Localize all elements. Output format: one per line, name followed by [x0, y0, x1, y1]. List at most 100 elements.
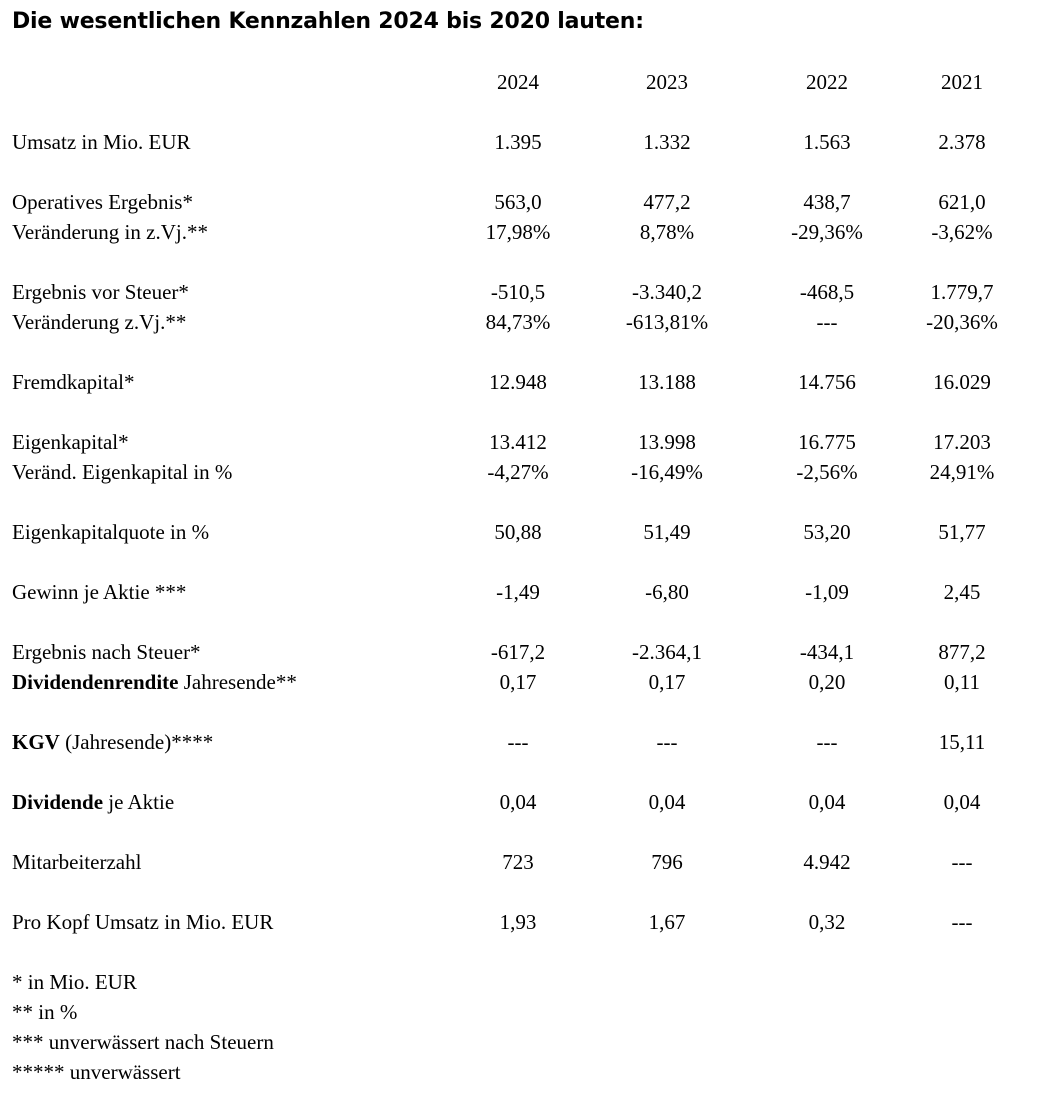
table-cell: -510,5: [490, 280, 546, 304]
table-cell: -3.340,2: [632, 280, 702, 304]
table-cell: -3,62%: [931, 220, 993, 244]
table-cell: 0,04: [499, 790, 537, 814]
row-label-bold: Dividende: [12, 790, 104, 814]
table-row: Ergebnis nach Steuer* -617,2 -2.364,1 -434,…: [0, 637, 1039, 667]
table-cell: 1.563: [803, 130, 851, 154]
table-cell: 17,98%: [485, 220, 551, 244]
table-cell: 51,49: [643, 520, 691, 544]
row-label-bold: Dividendenrendite: [12, 670, 179, 694]
row-label: Dividendenrendite Jahresende**: [12, 667, 297, 697]
table-cell: -2,56%: [796, 460, 858, 484]
table-cell: 2.378: [938, 130, 986, 154]
table-cell: 563,0: [494, 190, 542, 214]
row-label-text: (Jahresende)****: [59, 730, 214, 754]
footnotes: * in Mio. EUR ** in % *** unverwässert nac…: [12, 967, 274, 1087]
table-row: Dividende je Aktie 0,04 0,04 0,04 0,04: [0, 787, 1039, 817]
table-cell: 8,78%: [639, 220, 695, 244]
table-cell: -1,49: [496, 580, 540, 604]
year-header: 2022: [806, 70, 848, 94]
table-cell: 0,17: [648, 670, 686, 694]
row-label: Eigenkapital*: [12, 427, 129, 457]
table-row: Gewinn je Aktie *** -1,49 -6,80 -1,09 2,45: [0, 577, 1039, 607]
table-cell: 15,11: [938, 730, 986, 754]
table-cell: 13.412: [489, 430, 547, 454]
table-cell: -16,49%: [631, 460, 703, 484]
table-cell: -2.364,1: [632, 640, 702, 664]
row-label: Operatives Ergebnis*: [12, 187, 193, 217]
row-label-text: Veränderung z.Vj.**: [12, 310, 187, 334]
table-row: Mitarbeiterzahl 723 796 4.942 ---: [0, 847, 1039, 877]
table-cell: 84,73%: [485, 310, 551, 334]
year-header: 2021: [941, 70, 983, 94]
table-cell: 50,88: [494, 520, 542, 544]
table-cell: 0,11: [944, 670, 980, 694]
table-cell: ---: [951, 850, 973, 874]
row-label-text: Ergebnis nach Steuer*: [12, 640, 201, 664]
table-row: Pro Kopf Umsatz in Mio. EUR 1,93 1,67 0,32 -…: [0, 907, 1039, 937]
table-cell: ---: [656, 730, 678, 754]
table-cell: -4,27%: [487, 460, 549, 484]
row-label: Ergebnis nach Steuer*: [12, 637, 201, 667]
row-label-text: Fremdkapital*: [12, 370, 135, 394]
table-cell: 796: [651, 850, 683, 874]
row-label: Ergebnis vor Steuer*: [12, 277, 189, 307]
row-label-text: Jahresende**: [178, 670, 297, 694]
table-row: Dividendenrendite Jahresende** 0,17 0,17 0,…: [0, 667, 1039, 697]
table-cell: ---: [951, 910, 973, 934]
table-row: Operatives Ergebnis* 563,0 477,2 438,7 621,0: [0, 187, 1039, 217]
table-cell: 0,17: [499, 670, 537, 694]
row-label: Pro Kopf Umsatz in Mio. EUR: [12, 907, 273, 937]
table-cell: 12.948: [489, 370, 547, 394]
table-cell: 0,04: [648, 790, 686, 814]
year-header: 2024: [497, 70, 539, 94]
table-cell: -1,09: [805, 580, 849, 604]
row-label-text: Gewinn je Aktie ***: [12, 580, 187, 604]
table-cell: 0,32: [808, 910, 846, 934]
row-label: Veränd. Eigenkapital in %: [12, 457, 232, 487]
table-cell: -20,36%: [926, 310, 998, 334]
table-row: KGV (Jahresende)**** --- --- --- 15,11: [0, 727, 1039, 757]
table-cell: -468,5: [799, 280, 855, 304]
table-cell: 14.756: [798, 370, 856, 394]
table-cell: 51,77: [938, 520, 986, 544]
row-label-text: Pro Kopf Umsatz in Mio. EUR: [12, 910, 274, 934]
table-cell: 1.332: [643, 130, 691, 154]
row-label-text: Ergebnis vor Steuer*: [12, 280, 189, 304]
table-cell: 17.203: [933, 430, 991, 454]
table-row: Veränderung in z.Vj.** 17,98% 8,78% -29,36%…: [0, 217, 1039, 247]
page-title: Die wesentlichen Kennzahlen 2024 bis 202…: [12, 9, 644, 34]
footnote: *** unverwässert nach Steuern: [12, 1030, 274, 1054]
row-label: Umsatz in Mio. EUR: [12, 127, 191, 157]
row-label: Gewinn je Aktie ***: [12, 577, 186, 607]
table-row: Veränd. Eigenkapital in % -4,27% -16,49% -2…: [0, 457, 1039, 487]
row-label-text: Veränd. Eigenkapital in %: [12, 460, 233, 484]
table-cell: 24,91%: [929, 460, 995, 484]
table-cell: 1,93: [499, 910, 537, 934]
table-cell: 0,04: [808, 790, 846, 814]
footnote: ** in %: [12, 1000, 78, 1024]
table-row: Veränderung z.Vj.** 84,73% -613,81% --- -20,…: [0, 307, 1039, 337]
row-label-text: Veränderung in z.Vj.**: [12, 220, 208, 244]
table-row: Umsatz in Mio. EUR 1.395 1.332 1.563 2.378: [0, 127, 1039, 157]
footnote: * in Mio. EUR: [12, 970, 137, 994]
row-label-text: Operatives Ergebnis*: [12, 190, 193, 214]
row-label: Eigenkapitalquote in %: [12, 517, 209, 547]
row-label: Mitarbeiterzahl: [12, 847, 141, 877]
table-cell: 477,2: [643, 190, 691, 214]
table-row: Eigenkapital* 13.412 13.998 16.775 17.203: [0, 427, 1039, 457]
table-cell: -617,2: [490, 640, 546, 664]
header-row: 2024 2023 2022 2021: [0, 67, 1039, 97]
table-cell: 13.188: [638, 370, 696, 394]
row-label: KGV (Jahresende)****: [12, 727, 213, 757]
table-cell: 1,67: [648, 910, 686, 934]
table-cell: 0,04: [943, 790, 981, 814]
row-label-text: Eigenkapital*: [12, 430, 129, 454]
table-cell: ---: [507, 730, 529, 754]
table-row: Eigenkapitalquote in % 50,88 51,49 53,20 51,…: [0, 517, 1039, 547]
table-row: Fremdkapital* 12.948 13.188 14.756 16.029: [0, 367, 1039, 397]
table-cell: 1.779,7: [930, 280, 994, 304]
table-cell: ---: [816, 310, 838, 334]
row-label: Dividende je Aktie: [12, 787, 174, 817]
row-label-text: je Aktie: [103, 790, 175, 814]
table-cell: 621,0: [938, 190, 986, 214]
